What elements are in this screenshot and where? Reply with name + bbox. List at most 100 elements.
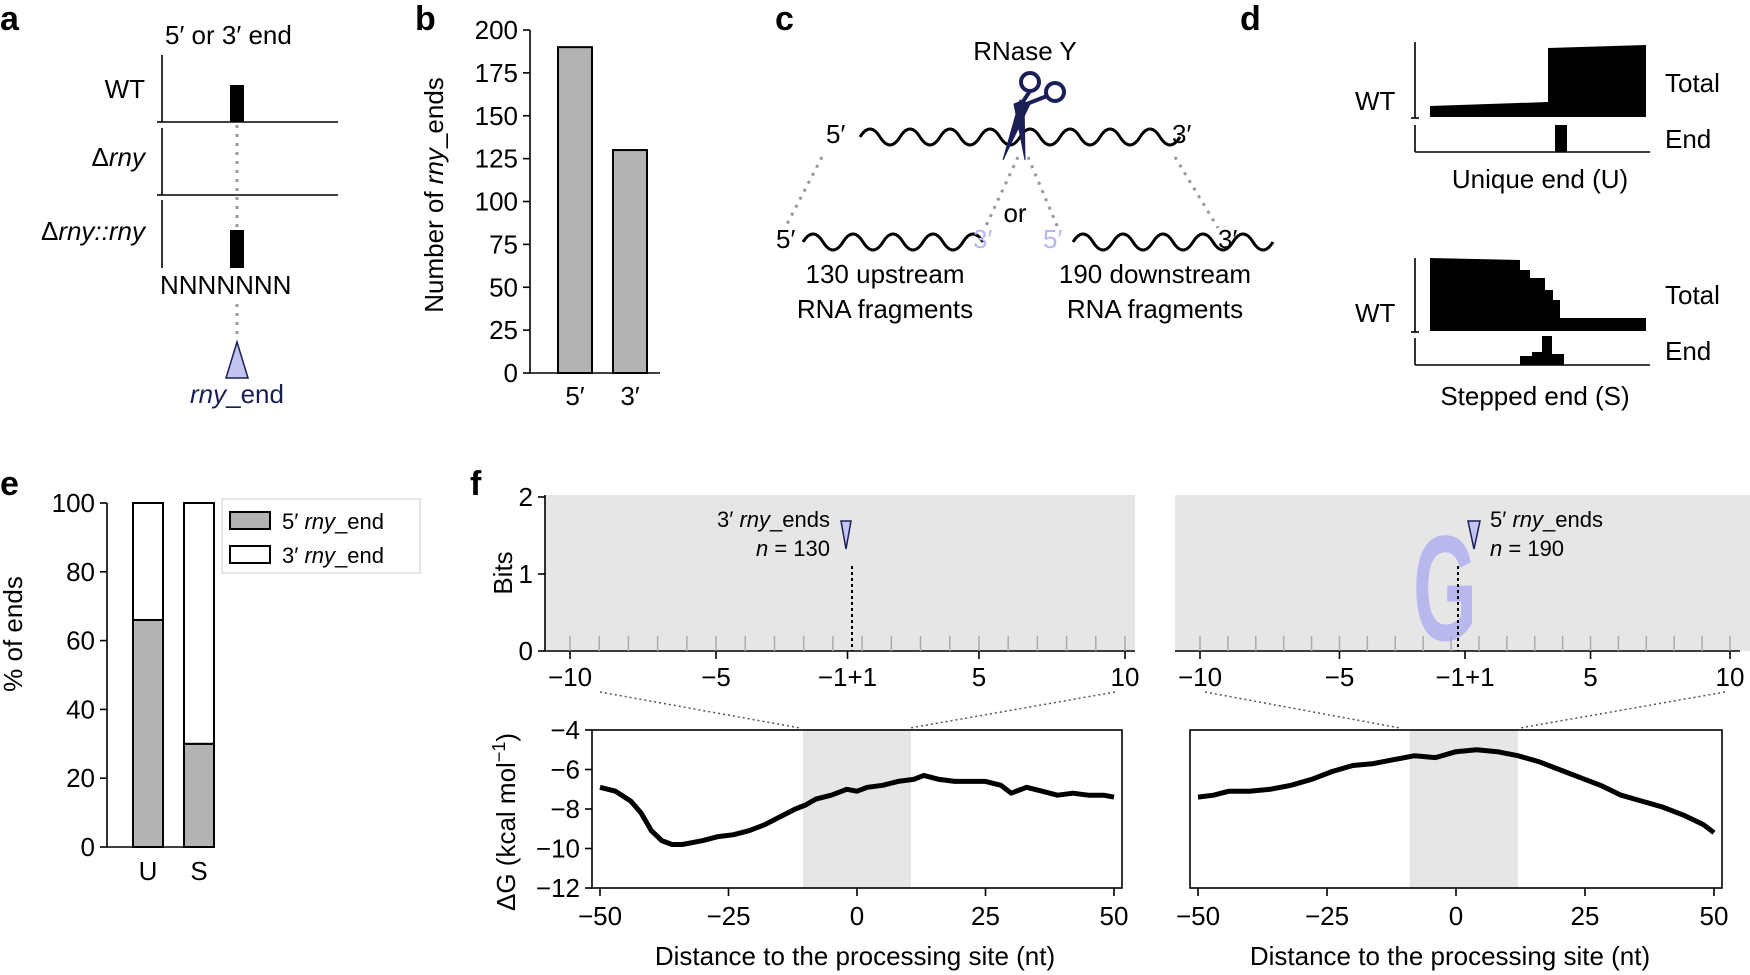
logo-right-xtick-label: 5 <box>1583 662 1597 692</box>
panel-d-top-total-high <box>1548 45 1646 117</box>
logo-left-xtick-label: −5 <box>701 662 731 692</box>
panel-d-bottom-track2: End <box>1665 336 1711 366</box>
panel-e-ytick-label: 20 <box>66 763 95 793</box>
panel-c-left-5prime: 5′ <box>776 224 795 254</box>
logo-right-xtick-label: −5 <box>1325 662 1355 692</box>
panel-a-track2-axis <box>161 128 338 196</box>
panel-a-cleavage-arrow <box>224 339 250 379</box>
panel-b-ylabel: Number of rny_ends <box>419 77 449 313</box>
logo-left-annotation-line2: n = 130 <box>756 536 830 561</box>
panel-a: 5′ or 3′ end WT Δrny Δrny::rny NNNNNNN r… <box>41 20 338 409</box>
logo-left-arrow <box>840 520 852 550</box>
panel-a-title: 5′ or 3′ end <box>165 20 292 50</box>
panel-b-bar-chart: Number of rny_ends 0 25 50 75 100 125 150 175 20… <box>419 15 660 411</box>
panel-e-bar-3prime <box>132 502 164 621</box>
right-zoom-lines <box>1204 691 1726 729</box>
panel-e-ytick-label: 60 <box>66 626 95 656</box>
panel-a-complement-signal <box>230 230 244 268</box>
energy-right-xtick-label: 25 <box>1571 901 1600 931</box>
logo-left-xtick-label: 10 <box>1111 662 1140 692</box>
panel-a-row-wt: WT <box>105 74 146 104</box>
energy-left-xtick-label: 25 <box>971 901 1000 931</box>
panel-b-ytick-label: 0 <box>504 358 518 388</box>
panel-f-logo-right: G 5′ rny_ends n = 190 −10 −5 −1+1 5 10 <box>1175 495 1750 692</box>
panel-c-guide-line <box>1026 156 1060 229</box>
panel-d-bottom-caption: Stepped end (S) <box>1440 381 1629 411</box>
panel-label-f: f <box>470 465 482 503</box>
logo-left-ytick-label: 0 <box>519 636 533 666</box>
panel-label-d: d <box>1240 0 1261 38</box>
logo-left-xtick-label: −10 <box>548 662 592 692</box>
panel-c-right-caption-2: RNA fragments <box>1067 294 1243 324</box>
energy-left-ylabel: ΔG (kcal mol−1) <box>489 733 521 911</box>
legend-label-5prime: 5′ rny_end <box>282 509 384 534</box>
energy-right-xtick-label: 50 <box>1700 901 1729 931</box>
panel-e-ylabel: % of ends <box>0 576 28 692</box>
panel-c-top-3prime: 3′ <box>1172 119 1191 149</box>
panel-f-energy-left: ΔG (kcal mol−1) Distance to the processi… <box>489 715 1128 971</box>
panel-d-bottom-total <box>1430 258 1646 331</box>
panel-a-row-complement: Δrny::rny <box>41 216 147 246</box>
panel-d-top-axes <box>1414 42 1650 153</box>
energy-right-xtick-label: −25 <box>1305 901 1349 931</box>
energy-right-curve <box>1197 747 1716 835</box>
panel-c-top-5prime: 5′ <box>826 119 845 149</box>
panel-b-ytick-label: 100 <box>475 187 518 217</box>
energy-left-xtick-label: 0 <box>850 901 864 931</box>
panel-c-left-caption-2: RNA fragments <box>797 294 973 324</box>
energy-left-ytick-label: −6 <box>550 755 580 785</box>
panel-c-downstream-rna <box>1071 232 1275 252</box>
logo-left-xtick-label: −1+1 <box>818 662 877 692</box>
panel-label-e: e <box>0 465 19 503</box>
logo-left-background <box>545 495 1135 651</box>
left-zoom-lines <box>599 691 1116 729</box>
panel-b-ytick-label: 75 <box>489 229 518 259</box>
panel-a-track1-axis <box>161 55 338 123</box>
panel-a-sequence: NNNNNNN <box>160 270 291 300</box>
panel-c-enzyme-label: RNase Y <box>973 36 1077 66</box>
panel-a-marker-label: rny_end <box>190 379 284 409</box>
scissors-icon <box>1002 71 1066 161</box>
panel-c-left-caption-1: 130 upstream <box>806 259 965 289</box>
panel-e-bar-3prime <box>183 502 215 745</box>
panel-b-bar <box>612 149 648 374</box>
panel-b-bar <box>557 46 593 375</box>
panel-c-right-caption-1: 190 downstream <box>1059 259 1251 289</box>
panel-c-guide-line <box>1173 156 1220 229</box>
logo-right-annotation-line2: n = 190 <box>1490 536 1564 561</box>
panel-c-right-5prime: 5′ <box>1043 224 1062 254</box>
energy-left-ytick-label: −4 <box>550 715 580 745</box>
panel-a-row-delta-rny: Δrny <box>92 142 147 172</box>
energy-left-ytick-label: −10 <box>536 834 580 864</box>
panel-d-bottom-end-signal <box>1520 336 1564 365</box>
panel-e-xtick-label: U <box>139 856 158 886</box>
logo-left-ytick-label: 2 <box>519 482 533 512</box>
energy-left-xlabel: Distance to the processing site (nt) <box>655 941 1055 971</box>
panel-e-ytick-label: 100 <box>52 488 95 518</box>
panel-d-top-track1: Total <box>1665 68 1720 98</box>
energy-left-ytick-label: −12 <box>536 873 580 903</box>
logo-left-annotation-line1: 3′ rny_ends <box>717 507 830 532</box>
panel-b-ytick-label: 50 <box>489 272 518 302</box>
legend-label-3prime: 3′ rny_end <box>282 543 384 568</box>
panel-c-schematic: RNase Y 5′ 3′ or 5′ 3′ 5′ 3′ 130 upstrea… <box>776 36 1275 324</box>
panel-e-ytick-label: 40 <box>66 694 95 724</box>
panel-b-ytick-label: 150 <box>475 101 518 131</box>
panel-c-right-3prime: 3′ <box>1218 224 1237 254</box>
logo-left-ylabel: Bits <box>488 551 518 594</box>
energy-left-xtick-label: −50 <box>578 901 622 931</box>
panel-f-energy-right: Distance to the processing site (nt) −50… <box>1176 729 1729 971</box>
panel-f-logo-left: Bits 3′ rny_ends n = 130 0 1 2 −10 −5 −1+1 5 10 <box>488 482 1139 692</box>
panel-b-xtick-label: 3′ <box>620 381 639 411</box>
panel-c-or: or <box>1003 198 1026 228</box>
panel-c-guide-line <box>983 156 1020 229</box>
panel-label-c: c <box>775 0 794 38</box>
energy-left-shaded-window <box>803 730 911 888</box>
panel-d-bottom-row-label: WT <box>1355 298 1396 328</box>
energy-right-xtick-label: 0 <box>1449 901 1463 931</box>
logo-right-annotation-line1: 5′ rny_ends <box>1490 507 1603 532</box>
panel-b-ytick-label: 200 <box>475 15 518 45</box>
panel-d-top-caption: Unique end (U) <box>1452 164 1628 194</box>
panel-b-xtick-label: 5′ <box>565 381 584 411</box>
